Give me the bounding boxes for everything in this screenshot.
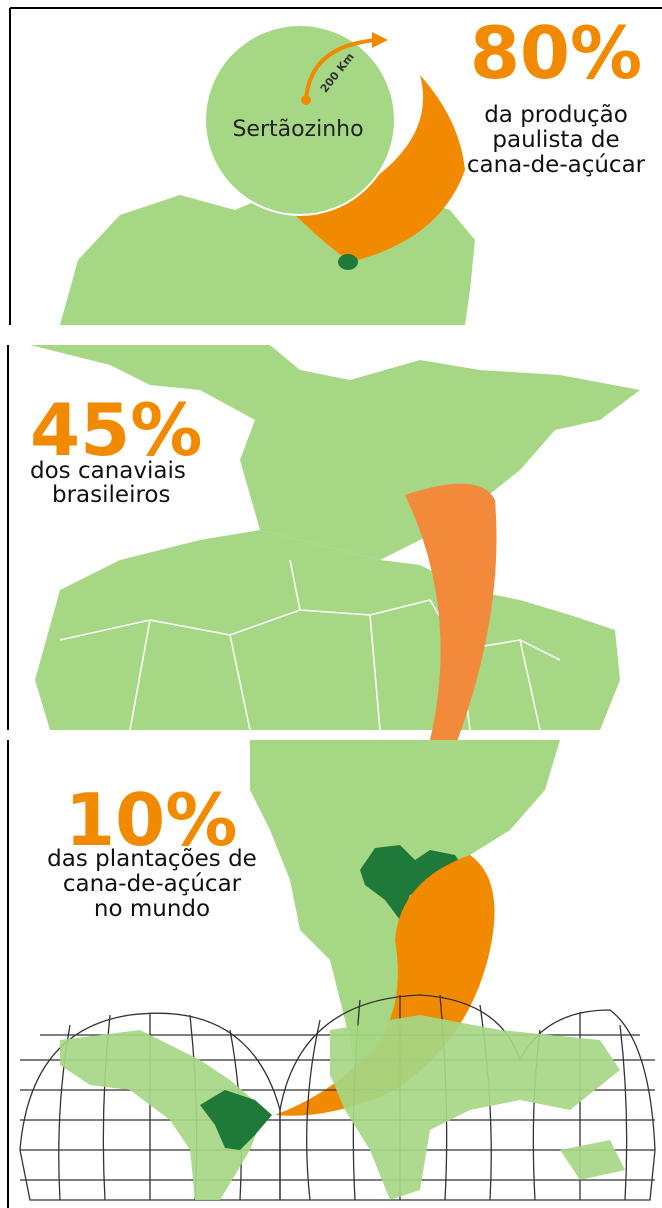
country-highlight [200,1090,272,1150]
caption: paulista de [492,127,619,153]
caption: no mundo [94,896,210,922]
city-marker [338,254,358,270]
caption: cana-de-açúcar [63,871,242,897]
continents [330,1015,625,1200]
city-label: Sertãozinho [232,117,363,142]
caption: cana-de-açúcar [467,152,646,178]
state-highlight [360,845,468,920]
panel-sao-paulo: 200 Km Sertãozinho 80% da produção pauli… [60,11,646,325]
city-dot [301,95,311,105]
country-map [35,530,620,730]
stat: 80% [470,11,642,95]
callout [290,75,465,262]
panel-brazil: 45% dos canaviais brasileiros [30,345,640,880]
stat: 10% [65,778,237,862]
country-map [30,345,640,560]
caption: das plantações de [47,846,257,872]
panel-world: 10% das plantações de cana-de-açúcar no … [19,740,656,1201]
caption: brasileiros [52,482,170,508]
stat: 45% [30,388,202,472]
caption: dos canaviais [30,458,186,484]
distance-arrow [304,38,379,101]
arrow-head [372,32,388,48]
caption: da produção [484,102,628,128]
continents [60,1030,265,1200]
city-circle [204,24,396,216]
